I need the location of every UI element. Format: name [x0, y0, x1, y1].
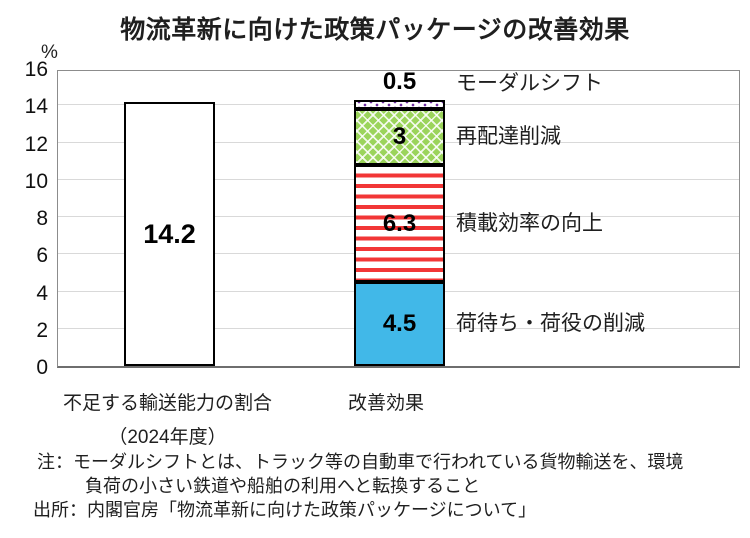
bar-value-label-redelivery-reduction: 3 — [392, 123, 407, 150]
y-axis-tick-label: 4 — [36, 281, 48, 305]
y-axis-tick-label: 14 — [24, 95, 48, 119]
bar-segment-redelivery-reduction — [354, 109, 445, 165]
y-axis-tick-label: 6 — [36, 244, 48, 268]
segment-annotation-modal-shift: モーダルシフト — [456, 72, 603, 95]
bar-value-label-load-efficiency: 6.3 — [382, 209, 417, 237]
y-axis-tick-label: 0 — [36, 356, 48, 379]
x-category-label-shortage: 不足する輸送能力の割合 （2024年度） — [40, 387, 295, 455]
plot-area: 14.2 4.5 荷待ち・荷役の削減 6.3 積載効率の向上 3 再配達削減 0.5 モーダルシ… — [57, 68, 740, 368]
bar-segment-shortage-ratio — [124, 102, 215, 366]
x-category-label-line1: 不足する輸送能力の割合 — [62, 393, 272, 414]
y-axis-tick-label: 12 — [24, 132, 48, 156]
chart-title: 物流革新に向けた政策パッケージの改善効果 — [120, 16, 630, 44]
bar-segment-load-efficiency — [354, 165, 445, 282]
x-category-label-improvement: 改善効果 — [348, 393, 425, 414]
x-category-label-line2: （2024年度） — [108, 427, 227, 448]
y-axis-tick-label: 16 — [24, 58, 48, 81]
segment-annotation-cargo-wait-reduction: 荷待ち・荷役の削減 — [456, 312, 645, 335]
footnotes: 注：モーダルシフトとは、トラック等の自動車で行われている貨物輸送を、環境 負荷の… — [33, 450, 684, 522]
y-axis-tick-label: 8 — [36, 207, 48, 230]
note-line-1: 注：モーダルシフトとは、トラック等の自動車で行われている貨物輸送を、環境 — [37, 452, 684, 472]
bar-value-label-cargo-wait-reduction: 4.5 — [382, 310, 417, 337]
note-line-2: 負荷の小さい鉄道や船舶の利用へと転換すること — [85, 476, 481, 496]
source-line: 出所：内閣官房「物流革新に向けた政策パッケージについて」 — [33, 500, 537, 520]
y-axis-tick-label: 2 — [36, 318, 48, 342]
bar-segment-cargo-wait-reduction — [354, 282, 445, 366]
bar-segment-modal-shift — [354, 100, 445, 109]
segment-annotation-redelivery-reduction: 再配達削減 — [456, 125, 561, 148]
y-axis-tick-label: 10 — [24, 169, 48, 193]
bar-value-label-shortage-ratio: 14.2 — [143, 219, 196, 249]
y-axis-unit-label: % — [41, 42, 58, 63]
segment-annotation-load-efficiency: 積載効率の向上 — [456, 211, 603, 235]
bar-value-label-modal-shift: 0.5 — [382, 68, 417, 95]
